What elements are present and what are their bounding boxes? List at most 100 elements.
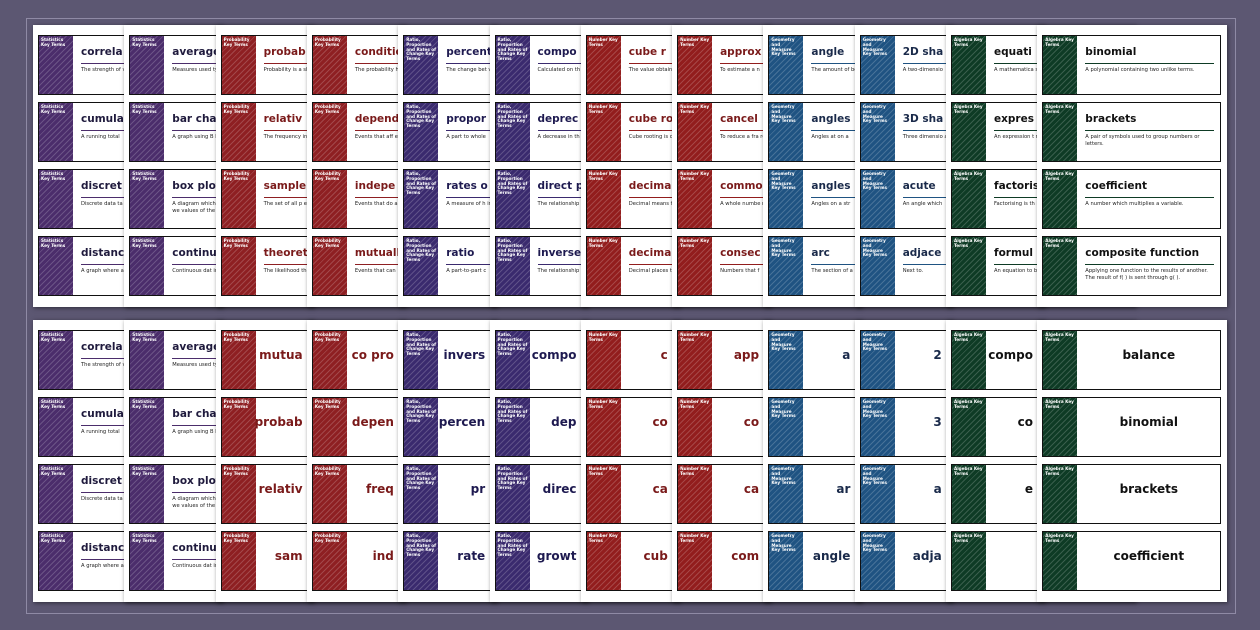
- topic-label: Probability Key Terms: [223, 171, 250, 181]
- topic-label: Probability Key Terms: [223, 238, 250, 248]
- topic-label: Number Key Terms: [588, 399, 618, 409]
- card-image: Probability Key Terms: [312, 398, 347, 456]
- term: ar: [836, 482, 851, 496]
- definition: A number which multiplies a variable.: [1085, 201, 1184, 207]
- definition: Events that do another event o: [354, 201, 436, 207]
- card-image: Statistics Key Terms: [39, 237, 73, 295]
- term: freq: [366, 482, 394, 496]
- definition: Angles at on a: [811, 134, 849, 140]
- definition: To reduce a fra retaining equiva: [720, 134, 803, 140]
- topic-label: Statistics Key Terms: [132, 238, 157, 248]
- term: cancel: [720, 113, 758, 125]
- card-image: Statistics Key Terms: [130, 398, 165, 456]
- topic-label: Statistics Key Terms: [41, 466, 66, 476]
- definition: An angle which: [902, 201, 943, 207]
- term: ratio: [446, 247, 475, 259]
- term: percen: [438, 415, 486, 429]
- topic-label: Geometry and Measure Key Terms: [771, 332, 796, 352]
- card-image: Probability Key Terms: [221, 331, 256, 389]
- term: percent: [446, 46, 492, 58]
- term: direct p: [537, 180, 584, 192]
- card-image: Probability Key Terms: [221, 237, 256, 295]
- topic-label: Probability Key Terms: [314, 332, 341, 342]
- topic-label: Algebra Key Terms: [1045, 466, 1074, 476]
- term-underline: [1085, 197, 1215, 198]
- topic-label: Geometry and Measure Key Terms: [862, 238, 887, 258]
- topic-label: Statistics Key Terms: [132, 399, 157, 409]
- definition: A part to whole: [446, 134, 486, 140]
- topic-label: Probability Key Terms: [223, 533, 250, 543]
- card-image: Number Key Terms: [586, 170, 621, 228]
- term: discret: [81, 475, 122, 487]
- card-image: Algebra Key Terms: [1043, 465, 1078, 523]
- card-image: Geometry and Measure Key Terms: [860, 237, 895, 295]
- card-image: Algebra Key Terms: [952, 36, 986, 94]
- card-image: Probability Key Terms: [312, 170, 347, 228]
- card-image: Geometry and Measure Key Terms: [769, 170, 804, 228]
- term: probab: [263, 46, 306, 58]
- term: direc: [542, 482, 577, 496]
- flashcard: Algebra Key Terms binomial A polynomial co…: [1042, 35, 1222, 95]
- definition: A running total: [81, 429, 120, 435]
- definition: A polynomial containing two unlike terms…: [1085, 67, 1195, 73]
- topic-label: Probability Key Terms: [314, 399, 341, 409]
- card-image: Probability Key Terms: [312, 532, 347, 590]
- topic-label: Ratio, Proportion and Rates of Change Ke…: [406, 37, 436, 62]
- term: mutually: [354, 247, 407, 259]
- definition: Events that can: [354, 268, 396, 274]
- topic-label: Ratio, Proportion and Rates of Change Ke…: [406, 332, 436, 357]
- flashcard: Algebra Key Terms brackets A pair of symbo…: [1042, 102, 1222, 162]
- topic-label: Statistics Key Terms: [132, 37, 157, 47]
- definition: Numbers that f: [720, 268, 760, 274]
- card-image: Ratio, Proportion and Rates of Change Ke…: [404, 237, 439, 295]
- card-image: Ratio, Proportion and Rates of Change Ke…: [495, 398, 530, 456]
- card-image: Ratio, Proportion and Rates of Change Ke…: [404, 465, 439, 523]
- topic-label: Algebra Key Terms: [954, 238, 983, 248]
- flashcard: Algebra Key Terms coefficient A number whi…: [1042, 169, 1222, 229]
- card-image: Probability Key Terms: [312, 331, 347, 389]
- term: rate: [457, 549, 486, 563]
- term: e: [1024, 482, 1033, 496]
- card-image: Number Key Terms: [678, 103, 713, 161]
- card-image: Ratio, Proportion and Rates of Change Ke…: [404, 398, 439, 456]
- topic-label: Statistics Key Terms: [41, 332, 66, 342]
- definition: A pair of symbols used to group numbers …: [1085, 134, 1200, 148]
- topic-label: Ratio, Proportion and Rates of Change Ke…: [497, 399, 528, 424]
- topic-label: Ratio, Proportion and Rates of Change Ke…: [406, 104, 436, 129]
- topic-label: Ratio, Proportion and Rates of Change Ke…: [497, 171, 528, 196]
- card-image: Ratio, Proportion and Rates of Change Ke…: [404, 36, 439, 94]
- term: cube ro: [628, 113, 674, 125]
- topic-label: Ratio, Proportion and Rates of Change Ke…: [406, 171, 436, 196]
- topic-label: Probability Key Terms: [223, 104, 250, 114]
- term: decima: [628, 180, 672, 192]
- topic-label: Statistics Key Terms: [132, 171, 157, 181]
- card-image: Ratio, Proportion and Rates of Change Ke…: [495, 331, 530, 389]
- topic-label: Geometry and Measure Key Terms: [862, 104, 887, 124]
- card-image: Geometry and Measure Key Terms: [860, 36, 895, 94]
- topic-label: Ratio, Proportion and Rates of Change Ke…: [497, 37, 528, 62]
- topic-label: Algebra Key Terms: [954, 171, 983, 181]
- card-image: Ratio, Proportion and Rates of Change Ke…: [495, 170, 530, 228]
- card-image: Probability Key Terms: [312, 36, 347, 94]
- card-image: Number Key Terms: [586, 398, 621, 456]
- definition: A two-dimensio: [902, 67, 943, 73]
- definition: A part-to-part c: [446, 268, 487, 274]
- topic-label: Geometry and Measure Key Terms: [862, 466, 887, 486]
- definition: The strength of variables.: [81, 67, 148, 73]
- term: angles: [811, 113, 851, 125]
- topic-label: Statistics Key Terms: [132, 332, 157, 342]
- definition: Next to.: [902, 268, 924, 274]
- term: coefficient: [1085, 180, 1148, 192]
- term-underline: [1085, 63, 1215, 64]
- card-image: Ratio, Proportion and Rates of Change Ke…: [404, 103, 439, 161]
- term: propor: [446, 113, 487, 125]
- term: distanc: [81, 247, 125, 259]
- term: cub: [643, 549, 668, 563]
- card-image: Statistics Key Terms: [39, 103, 73, 161]
- flashcard: Algebra Key Terms brackets: [1042, 464, 1222, 524]
- definition: The amount of between two ra: [811, 67, 892, 73]
- term: ca: [743, 482, 760, 496]
- card-image: Number Key Terms: [678, 170, 713, 228]
- term: co: [743, 415, 760, 429]
